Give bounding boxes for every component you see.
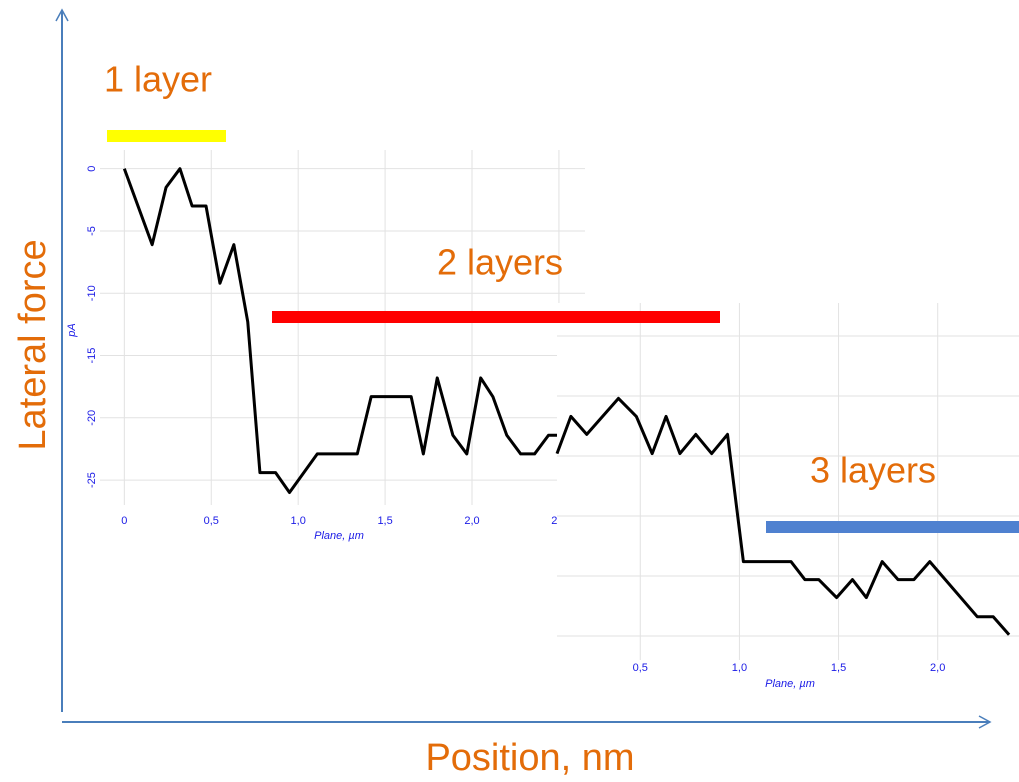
x-tick-label: 2,0: [930, 662, 945, 674]
data-line: [555, 396, 1011, 636]
layer-label: 2 layers: [437, 242, 563, 283]
x-axis-label: Position, nm: [425, 737, 634, 779]
data-line: [122, 167, 558, 495]
x-tick-label: 1,0: [732, 662, 747, 674]
y-axis-label: pA: [66, 323, 78, 337]
x-tick-label: 1,5: [831, 662, 846, 674]
x-axis-label: Plane, µm: [765, 678, 815, 690]
layer-label: 1 layer: [104, 59, 212, 100]
layer-label: 3 layers: [810, 450, 936, 491]
y-tick-label: -15: [86, 348, 98, 364]
x-tick-label: 0: [121, 515, 127, 527]
y-tick-label: -20: [86, 410, 98, 426]
chart: 0,5 1,0 1,5 2,0 Plane, µm: [555, 303, 1019, 700]
x-tick-label: 1,0: [291, 515, 306, 527]
x-tick-label: 2,0: [464, 515, 479, 527]
x-tick-label: 0,5: [204, 515, 219, 527]
y-tick-label: -5: [86, 226, 98, 236]
y-tick-label: -25: [86, 472, 98, 488]
layer-bar: [107, 130, 226, 142]
layer-bar: [272, 311, 720, 323]
annotations: 1 layer 2 layers 3 layers: [104, 59, 1019, 533]
y-axis-label: Lateral force: [12, 239, 54, 450]
x-tick-label: 1,5: [377, 515, 392, 527]
chart-background: [557, 303, 1019, 700]
x-tick-label: 0,5: [633, 662, 648, 674]
y-tick-label: 0: [86, 166, 98, 172]
x-axis-label: Plane, µm: [314, 530, 364, 542]
y-tick-label: -10: [86, 285, 98, 301]
layer-bar: [766, 521, 1019, 533]
